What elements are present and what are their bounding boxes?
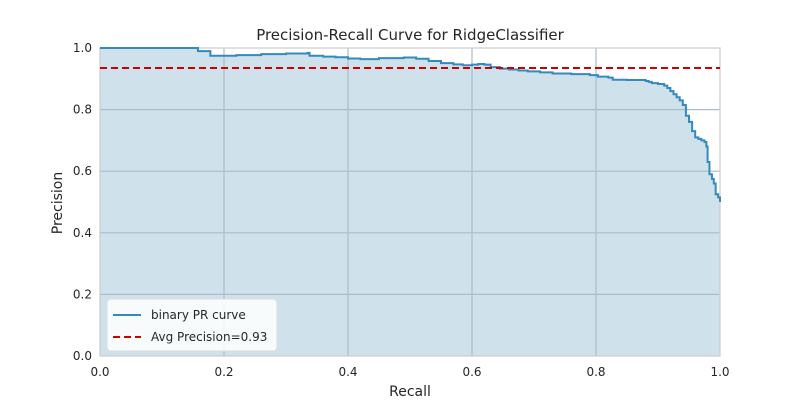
x-tick-label: 0.2 (214, 365, 233, 379)
x-tick-label: 0.8 (586, 365, 605, 379)
chart-title: Precision-Recall Curve for RidgeClassifi… (256, 26, 564, 44)
y-tick-label: 1.0 (73, 41, 92, 55)
y-tick-label: 0.6 (73, 164, 92, 178)
legend-label-pr: binary PR curve (151, 308, 246, 322)
y-axis-label: Precision (50, 172, 66, 234)
y-tick-label: 0.0 (73, 349, 92, 363)
y-tick-label: 0.8 (73, 103, 92, 117)
legend-box (106, 298, 278, 352)
x-tick-label: 0.4 (338, 365, 357, 379)
y-tick-label: 0.4 (73, 226, 92, 240)
x-tick-label: 0.0 (90, 365, 109, 379)
pr-curve-line (100, 47, 721, 202)
x-tick-label: 0.6 (462, 365, 481, 379)
x-tick-label: 1.0 (710, 365, 729, 379)
y-tick-label: 0.2 (73, 287, 92, 301)
legend: binary PR curve Avg Precision=0.93 (106, 298, 278, 352)
x-axis-label: Recall (389, 384, 431, 400)
pr-curve-fill (100, 48, 720, 356)
legend-label-ap: Avg Precision=0.93 (151, 330, 267, 344)
